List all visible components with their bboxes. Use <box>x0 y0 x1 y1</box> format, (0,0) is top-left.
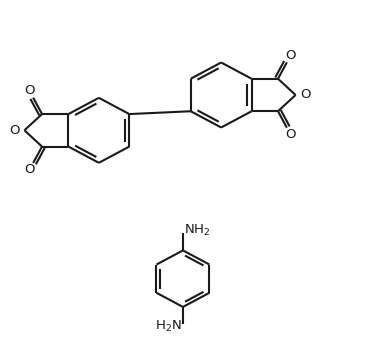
Text: O: O <box>300 89 310 101</box>
Text: O: O <box>24 84 35 97</box>
Text: O: O <box>285 128 296 141</box>
Text: NH$_2$: NH$_2$ <box>184 223 211 238</box>
Text: O: O <box>285 49 296 62</box>
Text: H$_2$N: H$_2$N <box>155 319 182 334</box>
Text: O: O <box>10 124 20 137</box>
Text: O: O <box>24 163 35 177</box>
